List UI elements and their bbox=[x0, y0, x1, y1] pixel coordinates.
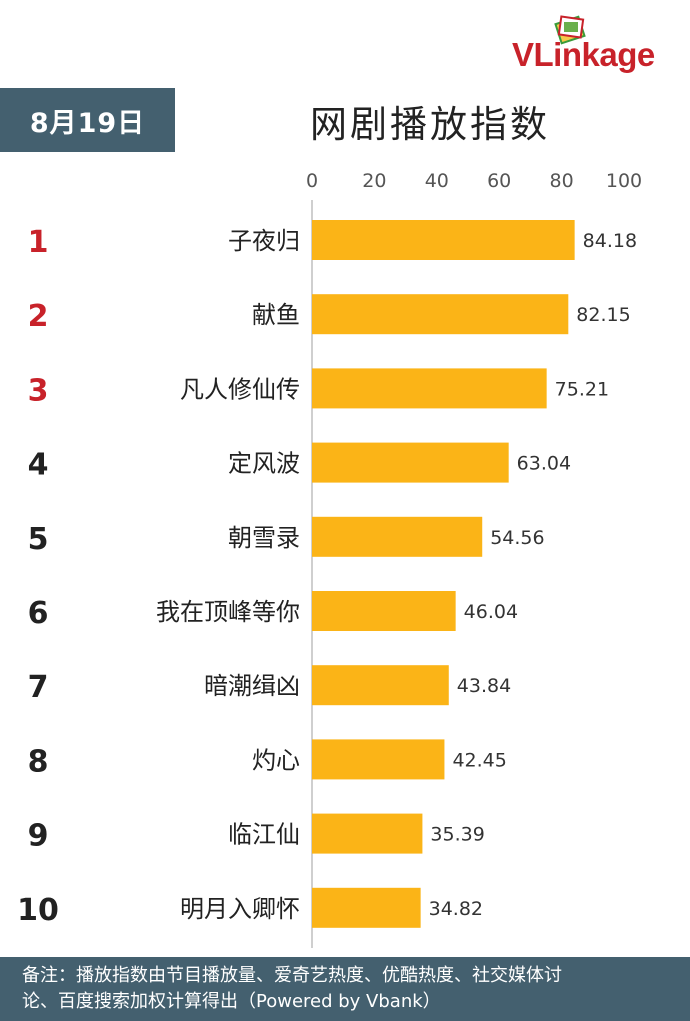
category-label: 定风波 bbox=[228, 450, 300, 478]
x-tick-label: 80 bbox=[550, 170, 574, 192]
category-label: 子夜归 bbox=[228, 227, 300, 255]
bar-value-label: 75.21 bbox=[555, 378, 609, 400]
category-label: 灼心 bbox=[252, 746, 300, 774]
x-tick-label: 40 bbox=[425, 170, 449, 192]
bar-value-label: 34.82 bbox=[429, 898, 483, 920]
category-label: 暗潮缉凶 bbox=[204, 672, 300, 700]
footer-line-1: 备注：播放指数由节目播放量、爱奇艺热度、优酷热度、社交媒体讨 bbox=[22, 965, 562, 986]
chart-title: 网剧播放指数 bbox=[310, 103, 550, 146]
rank-label: 2 bbox=[28, 299, 49, 334]
category-label: 明月入卿怀 bbox=[180, 895, 300, 923]
bar-chart: 0 20 40 60 80 100 84.18 子夜归 1 82.15 献鱼 2 75.21 凡人修仙传 3… bbox=[17, 170, 642, 948]
vlinkage-logo: VLinkage bbox=[512, 10, 682, 80]
footer-line-2: 论、百度搜索加权计算得出（Powered by Vbank） bbox=[22, 991, 441, 1012]
category-label: 朝雪录 bbox=[228, 524, 300, 552]
category-label: 临江仙 bbox=[228, 821, 300, 849]
bar-value-label: 82.15 bbox=[576, 304, 630, 326]
rank-label: 6 bbox=[28, 596, 49, 631]
bar bbox=[312, 591, 456, 631]
rank-label: 4 bbox=[28, 448, 49, 483]
x-tick-label: 100 bbox=[606, 170, 642, 192]
rank-label: 7 bbox=[28, 670, 49, 705]
stack-cards-icon bbox=[554, 15, 586, 45]
bar bbox=[312, 516, 483, 557]
x-tick-label: 20 bbox=[362, 170, 386, 192]
bar-value-label: 63.04 bbox=[517, 453, 571, 475]
bar bbox=[312, 665, 449, 706]
rank-label: 1 bbox=[28, 225, 49, 260]
rank-label: 8 bbox=[28, 744, 49, 779]
bar bbox=[312, 887, 421, 928]
category-label: 献鱼 bbox=[252, 301, 300, 329]
bar bbox=[312, 813, 423, 854]
bar-value-label: 84.18 bbox=[583, 230, 637, 252]
bar-value-label: 54.56 bbox=[490, 527, 544, 549]
footer-note: 备注：播放指数由节目播放量、爱奇艺热度、优酷热度、社交媒体讨 论、百度搜索加权计… bbox=[0, 957, 690, 1021]
rank-label: 9 bbox=[28, 819, 49, 854]
bar-value-label: 35.39 bbox=[430, 824, 484, 846]
rank-label: 10 bbox=[17, 893, 59, 928]
bar bbox=[312, 294, 569, 335]
bar bbox=[312, 739, 445, 780]
x-tick-label: 60 bbox=[487, 170, 511, 192]
bar-value-label: 46.04 bbox=[464, 601, 518, 623]
x-tick-label: 0 bbox=[306, 170, 318, 192]
date-badge: 8月19日 bbox=[0, 88, 175, 152]
rank-label: 3 bbox=[28, 373, 49, 408]
logo-text: VLinkage bbox=[512, 36, 655, 73]
category-label: 凡人修仙传 bbox=[180, 375, 300, 403]
bar bbox=[312, 368, 547, 409]
bar bbox=[312, 442, 509, 483]
bar-value-label: 43.84 bbox=[457, 675, 511, 697]
bar bbox=[312, 220, 575, 260]
bar-value-label: 42.45 bbox=[452, 749, 506, 771]
category-label: 我在顶峰等你 bbox=[156, 598, 300, 626]
rank-label: 5 bbox=[28, 522, 49, 557]
